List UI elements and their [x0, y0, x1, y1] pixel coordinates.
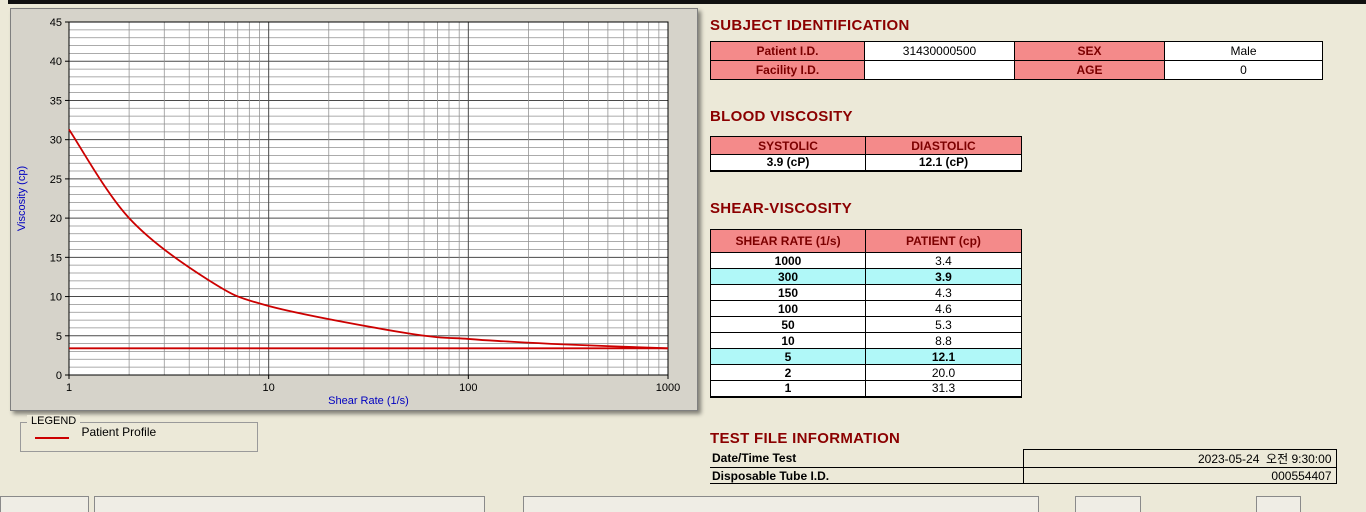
patient-cp-header: PATIENT (cp): [865, 229, 1022, 253]
background-window-fragment[interactable]: [0, 496, 89, 512]
svg-text:5: 5: [56, 331, 62, 343]
table-row: 100 4.6: [710, 300, 1022, 317]
facility-id-value: [864, 60, 1015, 80]
patient-value-cell: 4.6: [865, 300, 1022, 317]
table-row: 50 5.3: [710, 316, 1022, 333]
patient-profile-line-sample: [35, 437, 69, 440]
shear-rate-cell: 300: [710, 268, 866, 285]
patient-value-cell: 3.9: [865, 268, 1022, 285]
background-window-fragment[interactable]: [523, 496, 1039, 512]
patient-value-cell: 20.0: [865, 364, 1022, 381]
svg-text:40: 40: [50, 56, 62, 68]
shear-rate-cell: 5: [710, 348, 866, 365]
patient-value-cell: 8.8: [865, 332, 1022, 349]
patient-value-cell: 12.1: [865, 348, 1022, 365]
table-row: 150 4.3: [710, 284, 1022, 301]
patient-value-cell: 3.4: [865, 252, 1022, 269]
disposable-tube-id-value: 000554407: [1022, 467, 1337, 484]
shear-rate-cell: 100: [710, 300, 866, 317]
blood-viscosity-title: BLOOD VISCOSITY: [710, 108, 853, 125]
table-header-row: SHEAR RATE (1/s) PATIENT (cp): [710, 229, 1022, 253]
shear-rate-cell: 1: [710, 380, 866, 397]
diastolic-value: 12.1 (cP): [865, 154, 1022, 171]
table-row: 300 3.9: [710, 268, 1022, 285]
table-row: 2 20.0: [710, 364, 1022, 381]
table-row: 1 31.3: [710, 380, 1022, 397]
svg-text:Shear Rate (1/s): Shear Rate (1/s): [328, 395, 409, 407]
age-label: AGE: [1014, 60, 1165, 80]
shear-viscosity-table: SHEAR RATE (1/s) PATIENT (cp) 1000 3.4 3…: [710, 229, 1022, 398]
table-row: Date/Time Test 2023-05-24 오전 9:30:00: [710, 449, 1337, 468]
systolic-value: 3.9 (cP): [710, 154, 866, 171]
background-window-fragment[interactable]: [94, 496, 485, 512]
patient-value-cell: 4.3: [865, 284, 1022, 301]
svg-text:25: 25: [50, 174, 62, 186]
subject-identification-table: Patient I.D. 31430000500 SEX Male Facili…: [710, 41, 1323, 80]
table-header-row: SYSTOLIC DIASTOLIC: [710, 136, 1022, 155]
age-value: 0: [1164, 60, 1323, 80]
disposable-tube-id-label: Disposable Tube I.D.: [710, 467, 1023, 484]
table-row: Disposable Tube I.D. 000554407: [710, 467, 1337, 484]
table-row: 3.9 (cP) 12.1 (cP): [710, 154, 1022, 171]
patient-value-cell: 31.3: [865, 380, 1022, 397]
svg-text:1: 1: [66, 382, 72, 394]
facility-id-label: Facility I.D.: [710, 60, 865, 80]
shear-rate-header: SHEAR RATE (1/s): [710, 229, 866, 253]
legend-caption: LEGEND: [27, 415, 81, 427]
shear-rate-cell: 50: [710, 316, 866, 333]
shear-viscosity-title: SHEAR-VISCOSITY: [710, 200, 853, 217]
test-file-information-title: TEST FILE INFORMATION: [710, 430, 901, 447]
table-row: 5 12.1: [710, 348, 1022, 365]
svg-text:15: 15: [50, 252, 62, 264]
diastolic-header: DIASTOLIC: [865, 136, 1022, 155]
svg-text:10: 10: [263, 382, 275, 394]
patient-id-label: Patient I.D.: [710, 41, 865, 61]
viscosity-chart-panel: 0 5 10 15 20 25 30 35 40 45 1 10 100 1000 Shear Rate (…: [10, 8, 698, 411]
patient-value-cell: 5.3: [865, 316, 1022, 333]
test-file-information-table: Date/Time Test 2023-05-24 오전 9:30:00 Dis…: [710, 449, 1337, 484]
systolic-header: SYSTOLIC: [710, 136, 866, 155]
shear-viscosity-chart: 0 5 10 15 20 25 30 35 40 45 1 10 100 1000 Shear Rate (…: [16, 17, 680, 407]
table-row: Patient I.D. 31430000500 SEX Male: [710, 41, 1323, 61]
svg-text:100: 100: [459, 382, 477, 394]
shear-rate-cell: 1000: [710, 252, 866, 269]
svg-text:1000: 1000: [656, 382, 680, 394]
background-window-fragment[interactable]: [1075, 496, 1141, 512]
overlapping-window-edge: [8, 0, 1366, 4]
sex-label: SEX: [1014, 41, 1165, 61]
date-time-test-label: Date/Time Test: [710, 449, 1023, 468]
sex-value: Male: [1164, 41, 1323, 61]
legend-item-label: Patient Profile: [81, 424, 157, 439]
svg-text:30: 30: [50, 135, 62, 147]
svg-text:35: 35: [50, 95, 62, 107]
shear-rate-cell: 10: [710, 332, 866, 349]
patient-id-value: 31430000500: [864, 41, 1015, 61]
shear-rate-cell: 150: [710, 284, 866, 301]
background-window-fragment[interactable]: [1256, 496, 1301, 512]
date-time-test-value: 2023-05-24 오전 9:30:00: [1022, 449, 1337, 468]
blood-viscosity-table: SYSTOLIC DIASTOLIC 3.9 (cP) 12.1 (cP): [710, 136, 1022, 172]
table-row: 1000 3.4: [710, 252, 1022, 269]
table-row: Facility I.D. AGE 0: [710, 60, 1323, 80]
svg-text:20: 20: [50, 213, 62, 225]
svg-text:10: 10: [50, 292, 62, 304]
svg-text:Viscosity (cp): Viscosity (cp): [16, 166, 28, 231]
shear-rate-cell: 2: [710, 364, 866, 381]
legend-box: LEGEND Patient Profile: [20, 415, 258, 452]
table-row: 10 8.8: [710, 332, 1022, 349]
subject-identification-title: SUBJECT IDENTIFICATION: [710, 17, 910, 34]
svg-text:0: 0: [56, 370, 62, 382]
svg-text:45: 45: [50, 17, 62, 29]
